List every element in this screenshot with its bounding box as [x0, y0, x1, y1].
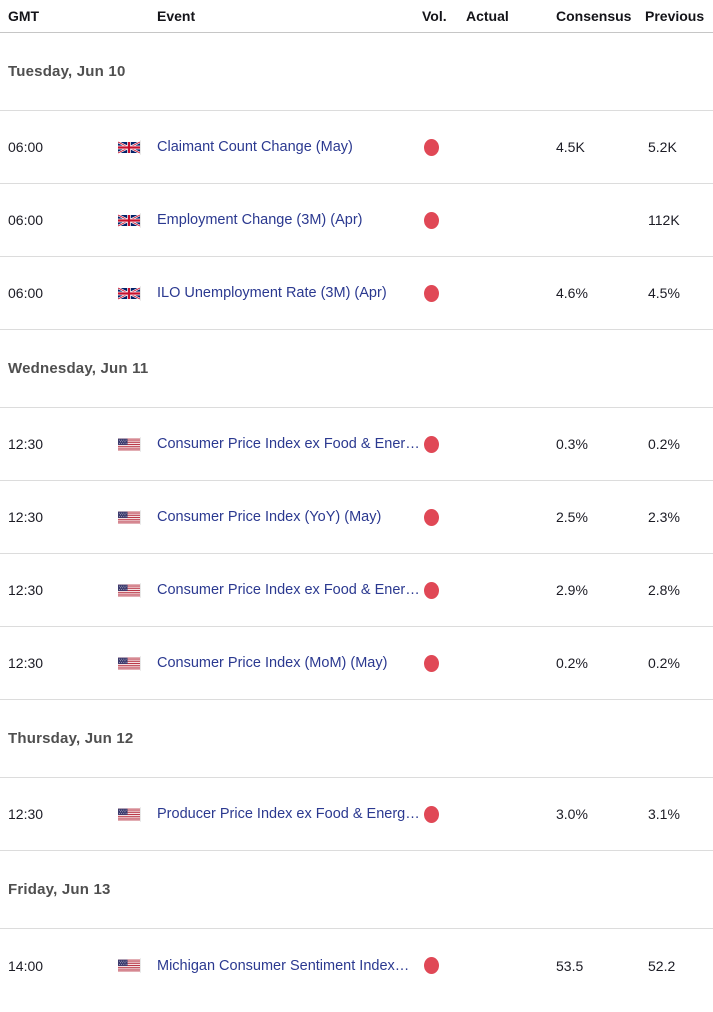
header-row: GMT Event Vol. Actual Consensus Previous	[0, 0, 713, 33]
volatility-high-icon	[424, 435, 439, 453]
country-flag	[118, 656, 157, 671]
consensus-value: 53.5	[556, 957, 584, 974]
event-time: 12:30	[8, 806, 44, 822]
col-actual-label: Actual	[466, 8, 509, 24]
event-name-link[interactable]: Employment Change (3M) (Apr)	[157, 212, 363, 228]
event-time: 12:30	[8, 582, 44, 598]
consensus-value: 0.3%	[556, 436, 588, 452]
us-flag-icon	[118, 438, 140, 450]
volatility-cell	[422, 581, 466, 599]
previous-value: 2.3%	[648, 509, 680, 525]
us-flag-icon	[118, 959, 140, 972]
volatility-cell	[422, 805, 466, 823]
event-time: 06:00	[8, 212, 44, 228]
table-row: 12:30 Consumer Price Index ex Food & Ene…	[0, 554, 713, 627]
day-header-row: Thursday, Jun 12	[0, 700, 713, 778]
table-row: 06:00 Employment Change (3M) (Apr) 112K	[0, 184, 713, 257]
volatility-high-icon	[424, 581, 439, 599]
country-flag	[118, 285, 157, 301]
previous-value: 52.2	[648, 957, 676, 974]
table-row: 12:30 Consumer Price Index ex Food & Ene…	[0, 408, 713, 481]
consensus-value: 3.0%	[556, 806, 588, 822]
previous-value: 2.8%	[648, 582, 680, 598]
table-row: 12:30 Producer Price Index ex Food & Ene…	[0, 778, 713, 851]
consensus-value: 0.2%	[556, 655, 588, 671]
event-name-link[interactable]: Consumer Price Index ex Food & Ener…	[157, 436, 420, 452]
volatility-high-icon	[424, 805, 439, 823]
table-row: 12:30 Consumer Price Index (MoM) (May) 0…	[0, 627, 713, 700]
country-flag	[118, 212, 157, 228]
event-name-link[interactable]: ILO Unemployment Rate (3M) (Apr)	[157, 285, 387, 301]
table-row: 06:00 ILO Unemployment Rate (3M) (Apr) 4…	[0, 257, 713, 330]
previous-value: 112K	[648, 212, 680, 228]
us-flag-icon	[118, 808, 140, 820]
day-label: Tuesday, Jun 10	[8, 63, 126, 80]
event-name-link[interactable]: Producer Price Index ex Food & Energ…	[157, 806, 420, 822]
day-label: Thursday, Jun 12	[8, 730, 134, 747]
day-header-row: Friday, Jun 13	[0, 851, 713, 929]
country-flag	[118, 437, 157, 452]
table-row: 14:00 Michigan Consumer Sentiment Index……	[0, 929, 713, 1002]
day-label: Wednesday, Jun 11	[8, 360, 149, 377]
col-event-label: Event	[157, 8, 196, 24]
volatility-high-icon	[424, 138, 439, 156]
country-flag	[118, 139, 157, 155]
event-time: 12:30	[8, 509, 44, 525]
volatility-cell	[422, 284, 466, 302]
consensus-value: 2.9%	[556, 582, 588, 598]
event-name-link[interactable]: Consumer Price Index (YoY) (May)	[157, 509, 382, 525]
consensus-value: 4.6%	[556, 285, 588, 301]
col-gmt-label: GMT	[8, 8, 40, 24]
day-header-row: Tuesday, Jun 10	[0, 33, 713, 111]
uk-flag-icon	[118, 285, 140, 301]
event-name-link[interactable]: Michigan Consumer Sentiment Index…	[157, 957, 410, 974]
us-flag-icon	[118, 584, 140, 596]
uk-flag-icon	[118, 212, 140, 228]
volatility-high-icon	[424, 284, 439, 302]
country-flag	[118, 807, 157, 822]
volatility-high-icon	[424, 957, 439, 974]
table-row: 12:30 Consumer Price Index (YoY) (May) 2…	[0, 481, 713, 554]
event-time: 14:00	[8, 957, 44, 974]
table-row: 06:00 Claimant Count Change (May) 4.5K 5…	[0, 111, 713, 184]
volatility-high-icon	[424, 508, 439, 526]
previous-value: 0.2%	[648, 655, 680, 671]
volatility-cell	[422, 654, 466, 672]
volatility-high-icon	[424, 211, 439, 229]
country-flag	[118, 583, 157, 598]
previous-value: 3.1%	[648, 806, 680, 822]
col-consensus-label: Consensus	[556, 8, 632, 24]
consensus-value: 2.5%	[556, 509, 588, 525]
event-name-link[interactable]: Consumer Price Index ex Food & Ener…	[157, 582, 420, 598]
volatility-cell	[422, 435, 466, 453]
previous-value: 4.5%	[648, 285, 680, 301]
event-time: 12:30	[8, 436, 44, 452]
volatility-cell	[422, 508, 466, 526]
volatility-cell	[422, 957, 466, 974]
country-flag	[118, 510, 157, 525]
us-flag-icon	[118, 657, 140, 669]
consensus-value: 4.5K	[556, 139, 585, 155]
volatility-cell	[422, 211, 466, 229]
event-name-link[interactable]: Consumer Price Index (MoM) (May)	[157, 655, 388, 671]
day-header-row: Wednesday, Jun 11	[0, 330, 713, 408]
volatility-cell	[422, 138, 466, 156]
event-name-link[interactable]: Claimant Count Change (May)	[157, 139, 353, 155]
col-previous-label: Previous	[645, 8, 705, 24]
event-time: 06:00	[8, 139, 44, 155]
col-vol-label: Vol.	[422, 8, 447, 24]
country-flag	[118, 958, 157, 973]
uk-flag-icon	[118, 139, 140, 155]
event-time: 06:00	[8, 285, 44, 301]
previous-value: 5.2K	[648, 139, 677, 155]
volatility-high-icon	[424, 654, 439, 672]
event-time: 12:30	[8, 655, 44, 671]
day-label: Friday, Jun 13	[8, 881, 111, 898]
us-flag-icon	[118, 511, 140, 523]
previous-value: 0.2%	[648, 436, 680, 452]
